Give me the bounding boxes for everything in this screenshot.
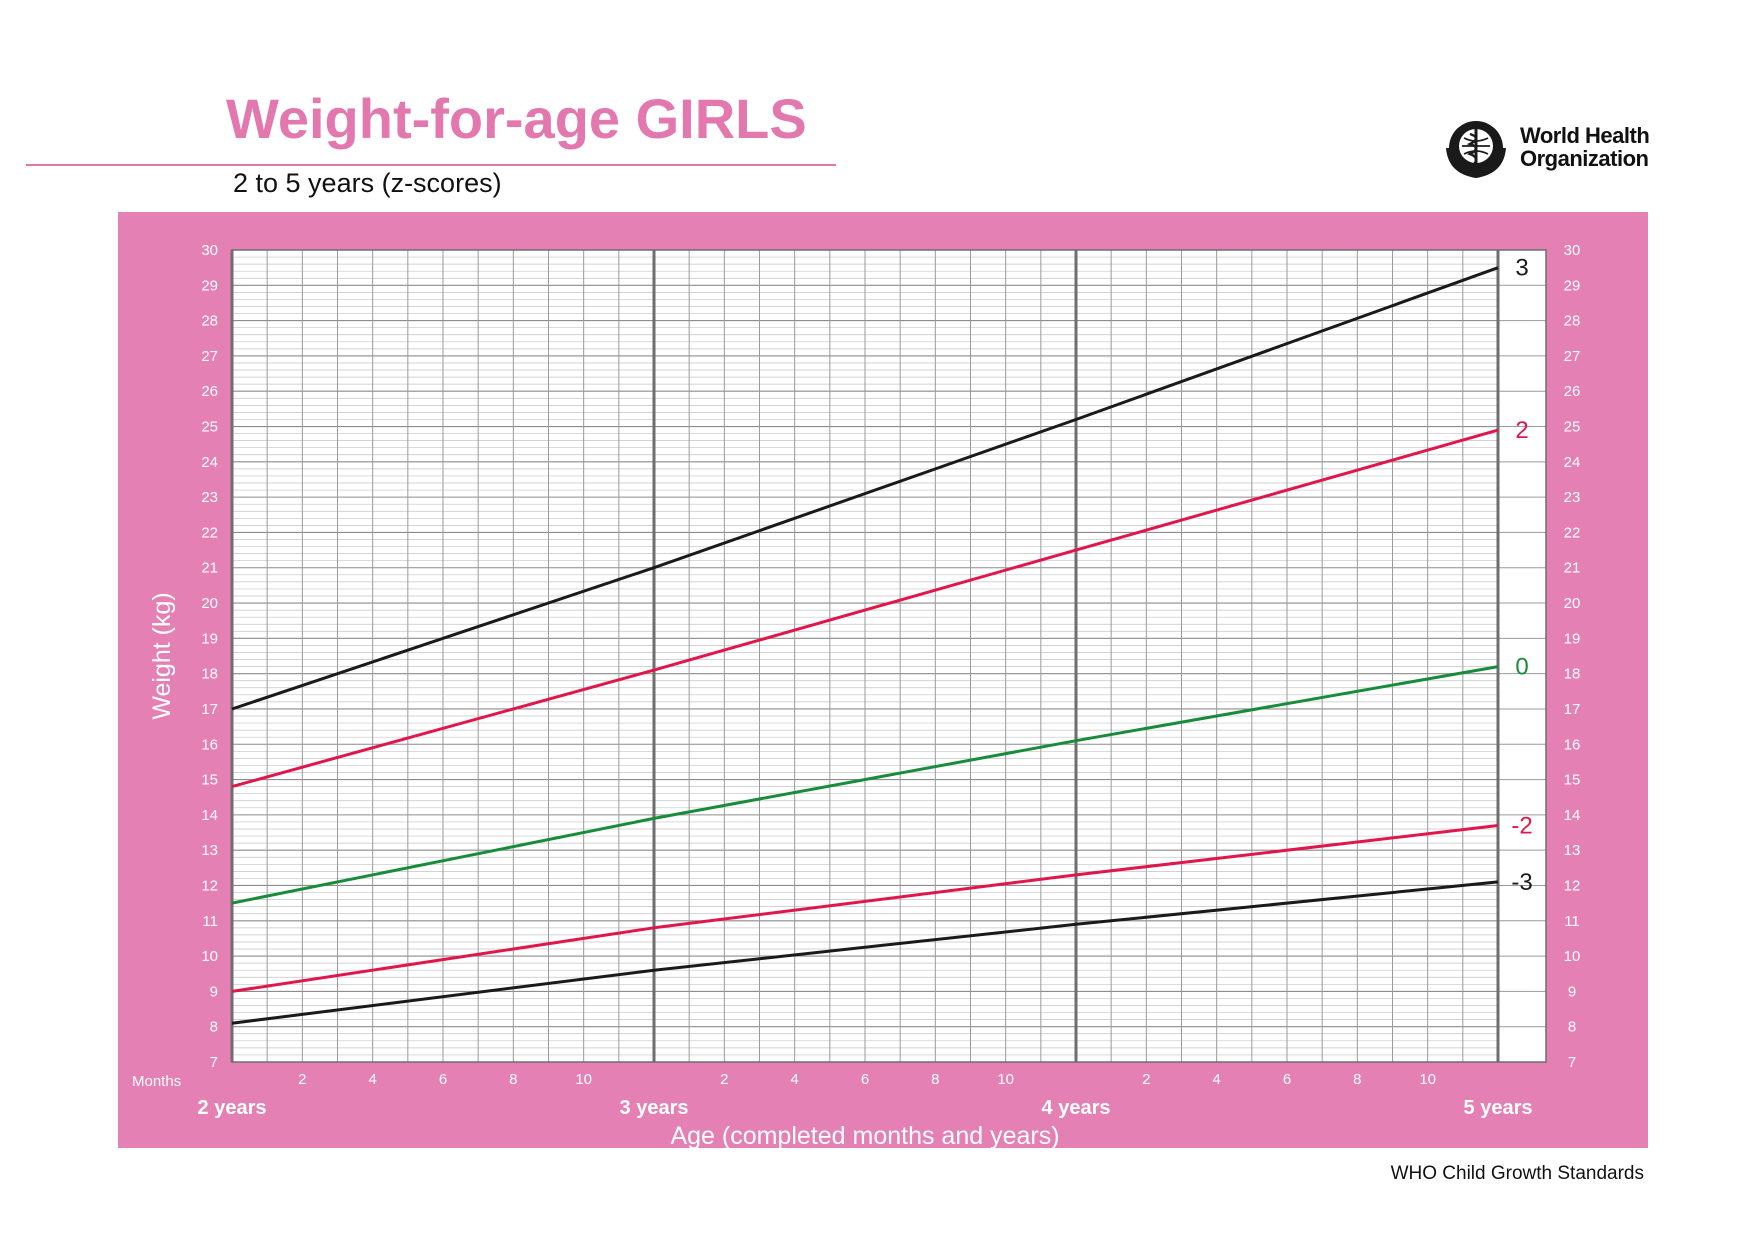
year-tick-label: 3 years xyxy=(620,1097,689,1119)
series-line-z-3 xyxy=(231,880,1499,1025)
y-tick-label-left: 22 xyxy=(201,524,218,541)
y-tick-label-right: 22 xyxy=(1564,524,1581,541)
series-line-z2 xyxy=(231,428,1499,789)
footer-credit: WHO Child Growth Standards xyxy=(1390,1163,1644,1184)
y-tick-label-right: 28 xyxy=(1564,313,1581,330)
y-tick-label-left: 19 xyxy=(201,630,218,647)
y-tick-label-right: 27 xyxy=(1564,348,1581,365)
y-tick-label-right: 24 xyxy=(1564,454,1581,471)
y-tick-label-right: 30 xyxy=(1564,242,1581,259)
series-label-z-3: -3 xyxy=(1511,869,1532,896)
y-tick-label-left: 14 xyxy=(201,807,218,824)
y-tick-label-left: 30 xyxy=(201,242,218,259)
y-tick-label-right: 29 xyxy=(1564,277,1581,294)
month-tick-label: 4 xyxy=(790,1071,798,1088)
y-tick-label-right: 23 xyxy=(1564,489,1581,506)
plot-frame xyxy=(231,249,1547,1063)
y-tick-label-left: 13 xyxy=(201,842,218,859)
y-tick-label-right: 13 xyxy=(1564,842,1581,859)
year-tick-label: 2 years xyxy=(198,1097,267,1119)
title-divider xyxy=(26,164,836,166)
y-tick-label-right: 20 xyxy=(1564,595,1581,612)
month-tick-label: 8 xyxy=(509,1071,517,1088)
y-tick-label-left: 7 xyxy=(210,1054,218,1071)
y-tick-label-left: 20 xyxy=(201,595,218,612)
y-tick-label-left: 15 xyxy=(201,772,218,789)
y-tick-label-right: 17 xyxy=(1564,701,1581,718)
logo-line-1: World Health xyxy=(1520,123,1650,148)
y-tick-label-left: 16 xyxy=(201,736,218,753)
series-line-z3 xyxy=(231,266,1499,711)
y-axis-label: Weight (kg) xyxy=(148,592,176,719)
y-tick-label-right: 26 xyxy=(1564,383,1581,400)
plot-area xyxy=(232,250,1546,1062)
y-tick-label-left: 17 xyxy=(201,701,218,718)
series-line-z-2 xyxy=(231,824,1499,993)
series-label-z-2: -2 xyxy=(1511,812,1532,839)
y-tick-label-left: 18 xyxy=(201,666,218,683)
y-tick-label-right: 11 xyxy=(1564,913,1580,930)
month-tick-label: 2 xyxy=(1142,1071,1150,1088)
x-axis-label: Age (completed months and years) xyxy=(670,1122,1059,1150)
y-tick-label-left: 11 xyxy=(202,913,218,930)
month-tick-label: 10 xyxy=(997,1071,1014,1088)
who-emblem-icon xyxy=(1446,121,1506,179)
who-logo: World Health Organization xyxy=(1440,112,1652,184)
y-tick-label-right: 8 xyxy=(1568,1019,1576,1036)
series-label-z0: 0 xyxy=(1515,654,1528,681)
y-tick-label-right: 9 xyxy=(1568,983,1576,1000)
page-title: Weight-for-age GIRLS xyxy=(226,87,807,150)
month-tick-label: 10 xyxy=(1419,1071,1436,1088)
series-label-z3: 3 xyxy=(1515,255,1528,282)
y-tick-label-left: 29 xyxy=(201,277,218,294)
y-tick-label-left: 23 xyxy=(201,489,218,506)
y-tick-label-right: 7 xyxy=(1568,1054,1576,1071)
y-tick-label-right: 21 xyxy=(1564,560,1581,577)
y-tick-label-left: 12 xyxy=(201,877,218,894)
months-label: Months xyxy=(132,1073,181,1090)
y-tick-label-right: 12 xyxy=(1564,877,1581,894)
y-tick-label-left: 27 xyxy=(201,348,218,365)
logo-line-2: Organization xyxy=(1520,146,1649,171)
series-line-z0 xyxy=(231,665,1499,905)
y-tick-label-left: 21 xyxy=(201,560,218,577)
month-tick-label: 4 xyxy=(368,1071,376,1088)
y-tick-label-right: 19 xyxy=(1564,630,1581,647)
y-tick-label-right: 18 xyxy=(1564,666,1581,683)
y-tick-label-right: 10 xyxy=(1564,948,1581,965)
month-tick-label: 2 xyxy=(720,1071,728,1088)
y-tick-label-left: 24 xyxy=(201,454,218,471)
y-tick-label-left: 9 xyxy=(210,983,218,1000)
year-tick-label: 5 years xyxy=(1464,1097,1533,1119)
y-tick-label-left: 26 xyxy=(201,383,218,400)
month-tick-label: 8 xyxy=(931,1071,939,1088)
month-tick-label: 6 xyxy=(861,1071,869,1088)
y-tick-label-right: 25 xyxy=(1564,419,1581,436)
y-tick-label-right: 14 xyxy=(1564,807,1581,824)
y-tick-label-left: 28 xyxy=(201,313,218,330)
month-tick-label: 6 xyxy=(1283,1071,1291,1088)
y-tick-label-left: 10 xyxy=(201,948,218,965)
y-tick-label-right: 15 xyxy=(1564,772,1581,789)
y-tick-label-left: 25 xyxy=(201,419,218,436)
month-tick-label: 4 xyxy=(1212,1071,1220,1088)
month-tick-label: 6 xyxy=(439,1071,447,1088)
y-tick-label-right: 16 xyxy=(1564,736,1581,753)
month-tick-label: 8 xyxy=(1353,1071,1361,1088)
series-label-z2: 2 xyxy=(1515,417,1528,444)
month-tick-label: 10 xyxy=(575,1071,592,1088)
y-tick-label-left: 8 xyxy=(210,1019,218,1036)
page-subtitle: 2 to 5 years (z-scores) xyxy=(233,168,502,198)
year-tick-label: 4 years xyxy=(1042,1097,1111,1119)
month-tick-label: 2 xyxy=(298,1071,306,1088)
